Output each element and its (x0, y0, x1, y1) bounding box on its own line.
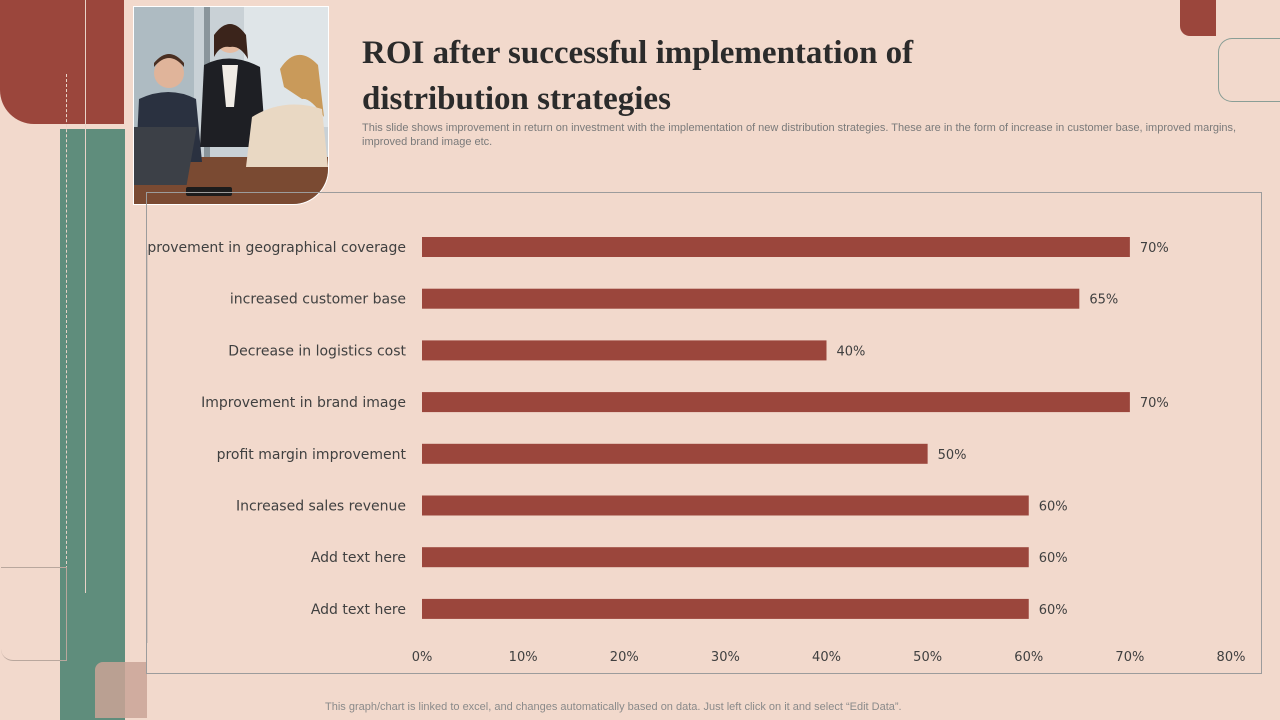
x-tick-label-70: 70% (1115, 650, 1144, 665)
category-labels-layer: Improvement in geographical coverage incr… (147, 240, 407, 618)
value-label-6: 60% (1039, 500, 1068, 515)
chart-frame[interactable]: Improvement in geographical coverage incr… (146, 192, 1262, 674)
decorative-vertical-line (85, 0, 86, 593)
bar-7 (422, 547, 1029, 568)
decorative-block-top-left (0, 0, 124, 124)
decorative-outline-left (1, 567, 67, 661)
x-tick-labels-layer: 0% 10% 20% 30% 40% 50% 60% 70% 80% (412, 650, 1246, 665)
x-tick-label-50: 50% (913, 650, 942, 665)
slide-title-line-1: ROI after successful implementation of (362, 35, 914, 71)
value-label-5: 50% (938, 448, 967, 463)
decorative-square-bottom (95, 662, 147, 718)
decorative-dashed-line (66, 74, 67, 574)
roi-bar-chart: Improvement in geographical coverage incr… (147, 237, 1246, 665)
slide-title: ROI after successful implementation of d… (362, 30, 1062, 122)
x-tick-label-0: 0% (412, 650, 433, 665)
bar-8 (422, 598, 1029, 619)
category-label-4: Improvement in brand image (201, 395, 406, 411)
category-label-6: Increased sales revenue (236, 499, 406, 515)
bar-4 (422, 392, 1130, 413)
team-meeting-photo (133, 6, 329, 205)
bar-6 (422, 495, 1029, 516)
bar-2 (422, 288, 1080, 309)
value-label-4: 70% (1140, 396, 1169, 411)
category-label-1: Improvement in geographical coverage (147, 240, 406, 256)
bars-layer (422, 237, 1130, 619)
category-label-3: Decrease in logistics cost (228, 343, 406, 359)
value-label-2: 65% (1089, 293, 1118, 308)
bar-1 (422, 237, 1130, 257)
slide-title-line-2: distribution strategies (362, 81, 671, 117)
x-tick-label-80: 80% (1217, 650, 1246, 665)
decorative-outline-top-right (1218, 38, 1280, 102)
x-tick-label-10: 10% (509, 650, 538, 665)
category-label-5: profit margin improvement (217, 447, 407, 463)
value-label-7: 60% (1039, 551, 1068, 566)
value-label-3: 40% (837, 344, 866, 359)
x-tick-label-40: 40% (812, 650, 841, 665)
value-labels-layer: 70% 65% 40% 70% 50% 60% 60% 60% (837, 241, 1169, 618)
x-tick-label-30: 30% (711, 650, 740, 665)
bar-5 (422, 443, 928, 464)
bar-3 (422, 340, 827, 361)
decorative-block-top-right (1180, 0, 1216, 36)
x-tick-label-20: 20% (610, 650, 639, 665)
footer-note: This graph/chart is linked to excel, and… (325, 701, 902, 713)
value-label-1: 70% (1140, 241, 1169, 256)
slide-subtitle: This slide shows improvement in return o… (362, 122, 1237, 148)
decorative-green-bar (60, 129, 125, 720)
category-label-8: Add text here (311, 602, 406, 618)
category-label-7: Add text here (311, 550, 406, 566)
value-label-8: 60% (1039, 603, 1068, 618)
x-tick-label-60: 60% (1014, 650, 1043, 665)
category-label-2: increased customer base (230, 292, 406, 308)
